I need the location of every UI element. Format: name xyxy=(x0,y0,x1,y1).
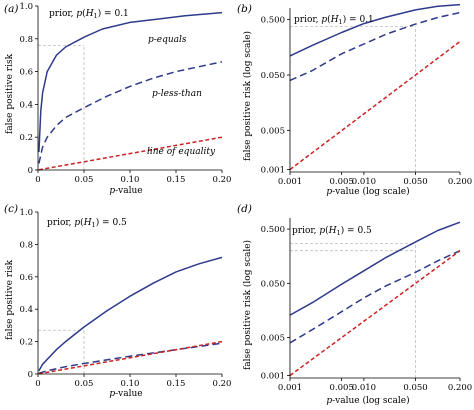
panel-d-label: (d) xyxy=(237,203,252,215)
series-equality-d xyxy=(289,250,461,377)
series-p-less-than-c xyxy=(38,342,223,374)
panel-d-ylabel: false positive risk (log scale) xyxy=(242,240,253,370)
y-tick-label-c: 0 xyxy=(28,370,33,380)
x-tick-label-c: 0.20 xyxy=(213,379,232,389)
y-tick-label-b: 0.005 xyxy=(261,127,285,137)
y-tick-label-a: 0.4 xyxy=(19,100,33,110)
x-tick-label-a: 0.10 xyxy=(121,175,140,185)
panel-a-xlabel: p-value xyxy=(109,186,142,196)
plot-area-a: 0 0.05 0.10 0.15 0.20 0 0.2 0.4 0.6 0.8 1.0 xyxy=(19,2,231,185)
panel-b-xlabel: p-value (log scale) xyxy=(326,186,409,197)
y-tick-label-c: 0.8 xyxy=(19,240,33,250)
panel-b-prior-text: prior, p(H1) = 0.1 xyxy=(294,14,374,26)
panel-b-label: (b) xyxy=(237,3,252,15)
series-p-equals-b xyxy=(289,3,461,57)
x-tick-label-d: 0.200 xyxy=(448,383,472,393)
y-tick-label-c: 0.4 xyxy=(19,305,33,315)
y-tick-label-a: 1.0 xyxy=(19,2,33,12)
y-tick-label-a: 0.8 xyxy=(19,35,33,45)
x-tick-label-b: 0.005 xyxy=(329,177,353,187)
panel-d-xlabel: p-value (log scale) xyxy=(326,395,409,406)
y-tick-label-d: 0.500 xyxy=(261,225,285,235)
y-tick-label-a: 0.2 xyxy=(19,133,33,143)
series-p-equals-c xyxy=(38,256,223,372)
plot-area-c: 0 0.05 0.10 0.15 0.20 0 0.2 0.4 0.6 0.8 1.0 xyxy=(19,208,231,389)
y-tick-label-c: 1.0 xyxy=(19,208,33,218)
panel-c: (c) 0 0.05 0.10 0.15 0.20 0 0.2 0.4 0.6 0.8 1.0 pr… xyxy=(4,203,231,399)
x-tick-label-c: 0.05 xyxy=(75,379,94,389)
series-equality-c xyxy=(38,340,223,375)
panel-a: (a) 0 0.05 0.10 0.15 0.20 0 0.2 0.4 0.6 0.8 1.0 pr… xyxy=(4,2,231,196)
x-tick-label-c: 0.10 xyxy=(121,379,140,389)
x-tick-label-d: 0.010 xyxy=(352,383,376,393)
panel-a-ylabel: false positive risk xyxy=(5,53,15,134)
y-tick-label-d: 0.050 xyxy=(261,279,285,289)
x-tick-label-a: 0.15 xyxy=(167,175,186,185)
annotation-line-of-equality: line of equality xyxy=(147,147,216,157)
series-p-less-than-d xyxy=(289,250,461,344)
series-equality-b xyxy=(289,40,461,171)
y-tick-label-d: 0.001 xyxy=(261,372,285,382)
panel-c-prior-text: prior, p(H1) = 0.5 xyxy=(47,217,127,229)
y-tick-label-a: 0 xyxy=(28,166,33,176)
y-tick-label-a: 0.6 xyxy=(19,68,33,78)
x-tick-label-d: 0.005 xyxy=(329,383,353,393)
x-tick-label-a: 0.20 xyxy=(213,175,232,185)
panel-b-ylabel: false positive risk (log scale) xyxy=(242,31,253,161)
y-tick-label-c: 0.2 xyxy=(19,338,33,348)
annotation-p-equals: p-equals xyxy=(148,35,187,45)
x-tick-label-b: 0.001 xyxy=(278,177,302,187)
panel-c-xlabel: p-value xyxy=(109,389,142,399)
y-tick-label-b: 0.500 xyxy=(261,15,285,25)
panel-d-prior-text: prior, p(H1) = 0.5 xyxy=(292,225,372,237)
annotation-p-less-than: p-less-than xyxy=(152,89,202,99)
x-tick-label-d: 0.001 xyxy=(278,383,302,393)
panel-c-ylabel: false positive risk xyxy=(5,259,15,340)
y-tick-label-b: 0.050 xyxy=(261,71,285,81)
x-tick-label-b: 0.010 xyxy=(352,177,376,187)
x-tick-label-c: 0.15 xyxy=(167,379,186,389)
y-tick-label-d: 0.005 xyxy=(261,334,285,344)
y-tick-label-b: 0.001 xyxy=(261,165,285,175)
x-tick-label-a: 0 xyxy=(35,175,40,185)
panel-a-label: (a) xyxy=(4,3,18,15)
x-tick-label-a: 0.05 xyxy=(75,175,94,185)
x-tick-label-c: 0 xyxy=(35,379,40,389)
series-p-equals-a xyxy=(38,11,223,153)
series-p-less-than-a xyxy=(38,61,223,164)
series-p-less-than-b xyxy=(289,11,461,82)
series-p-equals-d xyxy=(289,221,461,316)
panel-c-label: (c) xyxy=(4,203,18,215)
x-tick-label-b: 0.200 xyxy=(448,177,472,187)
y-tick-label-c: 0.6 xyxy=(19,273,33,283)
series-equality-a xyxy=(38,136,223,171)
x-tick-label-d: 0.050 xyxy=(403,383,427,393)
x-tick-label-b: 0.050 xyxy=(403,177,427,187)
panel-a-prior-text: prior, p(H1) = 0.1 xyxy=(49,8,129,20)
